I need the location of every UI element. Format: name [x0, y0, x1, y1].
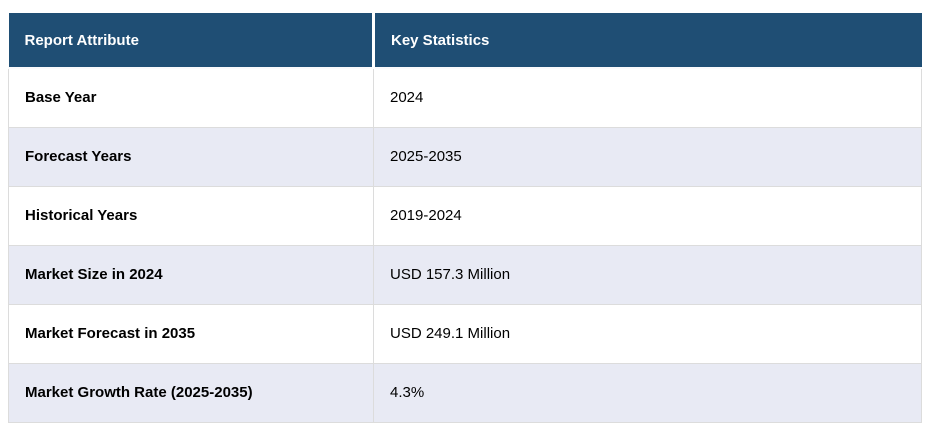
- value-cell: 2024: [373, 68, 922, 128]
- table-row: Forecast Years 2025-2035: [8, 127, 922, 187]
- value-cell: USD 157.3 Million: [373, 245, 922, 305]
- attribute-cell: Market Growth Rate (2025-2035): [8, 363, 374, 423]
- table-row: Market Size in 2024 USD 157.3 Million: [8, 245, 922, 305]
- value-cell: 4.3%: [373, 363, 922, 423]
- table-row: Base Year 2024: [8, 68, 922, 128]
- attribute-cell: Base Year: [8, 68, 374, 128]
- table-header: Report Attribute Key Statistics: [8, 13, 922, 69]
- report-attributes-table: Report Attribute Key Statistics Base Yea…: [8, 13, 922, 423]
- column-header-key-statistics: Key Statistics: [373, 13, 922, 69]
- table-row: Historical Years 2019-2024: [8, 186, 922, 246]
- attribute-cell: Market Size in 2024: [8, 245, 374, 305]
- attribute-cell: Market Forecast in 2035: [8, 304, 374, 364]
- table-row: Market Growth Rate (2025-2035) 4.3%: [8, 363, 922, 423]
- value-cell: 2019-2024: [373, 186, 922, 246]
- table-body: Base Year 2024 Forecast Years 2025-2035 …: [8, 68, 922, 423]
- attribute-cell: Historical Years: [8, 186, 374, 246]
- attribute-cell: Forecast Years: [8, 127, 374, 187]
- table-row: Market Forecast in 2035 USD 249.1 Millio…: [8, 304, 922, 364]
- value-cell: 2025-2035: [373, 127, 922, 187]
- header-row: Report Attribute Key Statistics: [8, 13, 922, 69]
- value-cell: USD 249.1 Million: [373, 304, 922, 364]
- column-header-report-attribute: Report Attribute: [8, 13, 375, 69]
